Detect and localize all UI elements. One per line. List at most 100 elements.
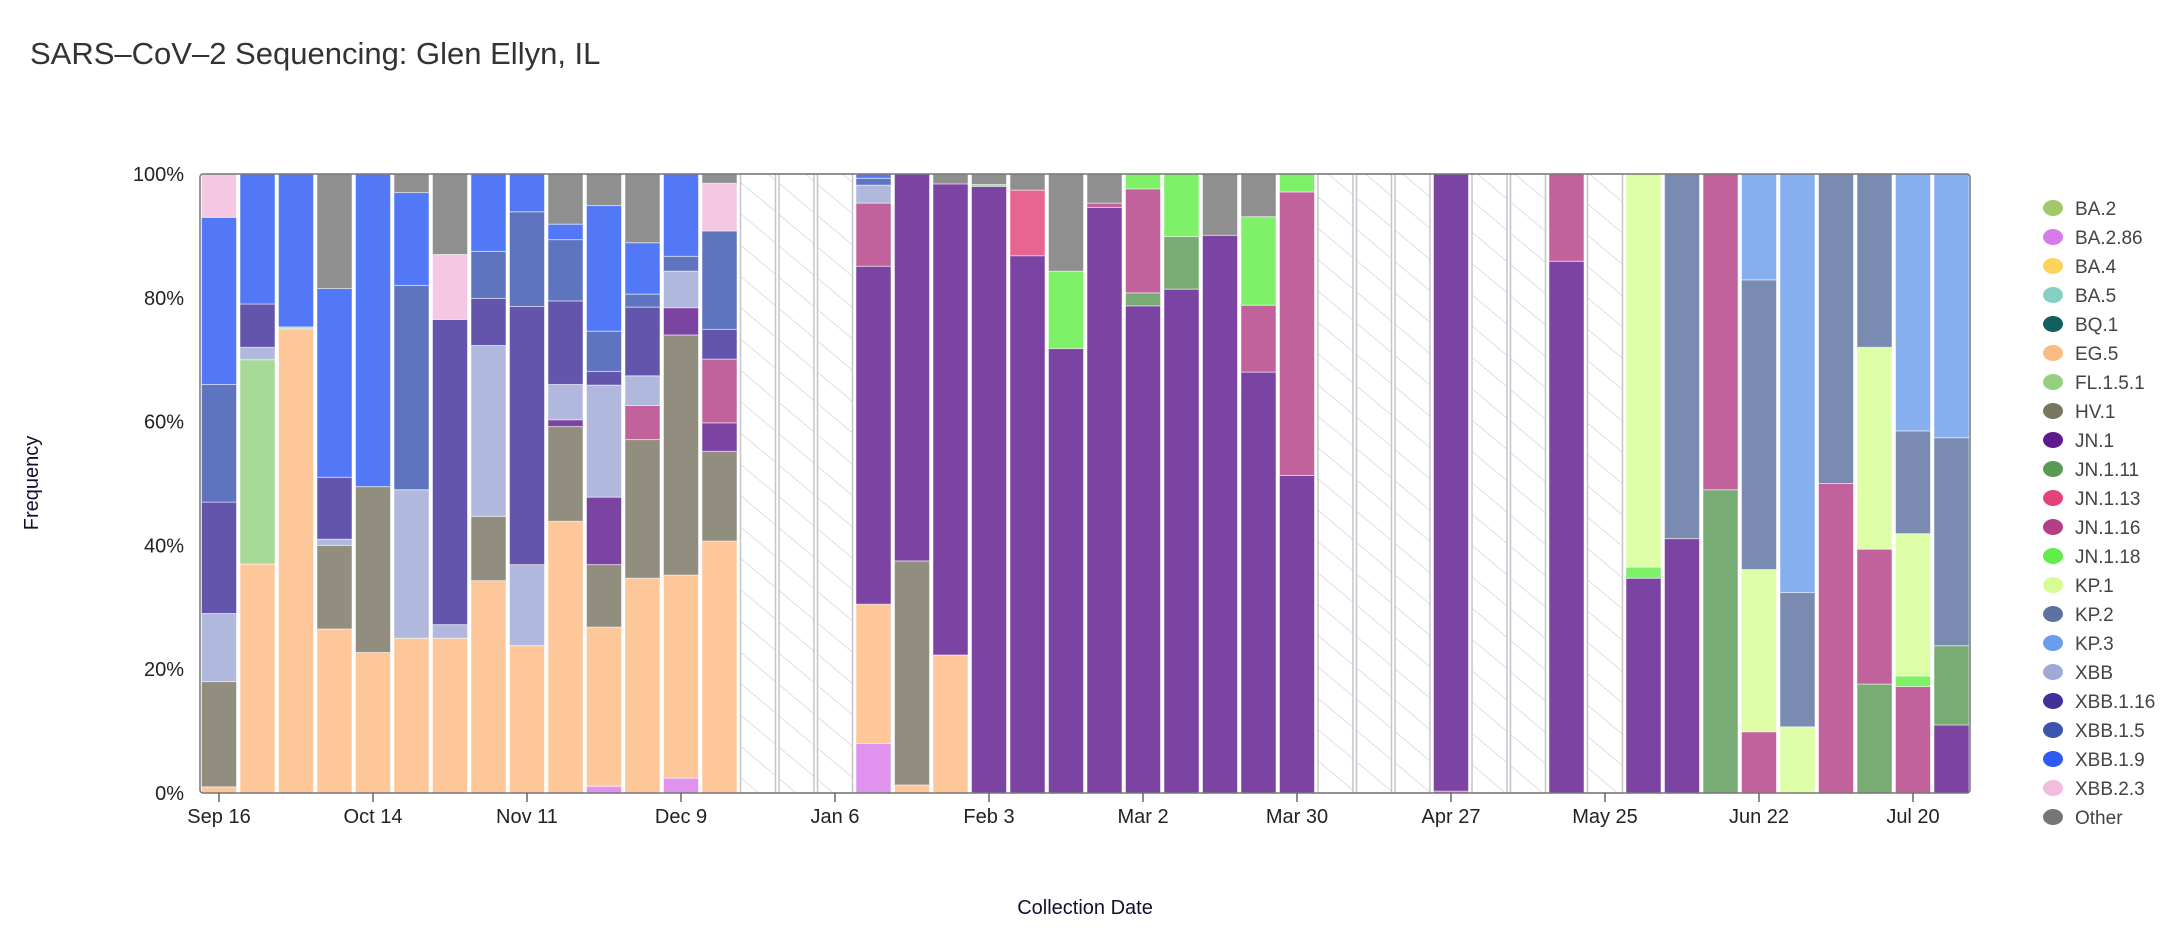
bar-segment-jn-1-16[interactable] xyxy=(1702,173,1739,491)
bar-segment-xbb-1-9[interactable] xyxy=(316,288,353,478)
bar-segment-jn-1[interactable] xyxy=(1125,305,1161,794)
bar-stack[interactable] xyxy=(1895,173,1931,794)
bar-segment-xbb-1-16[interactable] xyxy=(432,318,468,626)
bar-segment-eg-5[interactable] xyxy=(894,784,930,794)
bar-segment-xbb-1-5[interactable] xyxy=(624,293,661,308)
bar-segment-hv-1[interactable] xyxy=(316,544,353,630)
bar-segment-xbb-1-16[interactable] xyxy=(239,303,276,348)
bar-segment-jn-1[interactable] xyxy=(1933,724,1970,794)
bar-segment-xbb-1-16[interactable] xyxy=(701,328,738,360)
bar-segment-other[interactable] xyxy=(971,173,1007,186)
bar-stack[interactable] xyxy=(1009,173,1046,794)
bar-segment-xbb-1-9[interactable] xyxy=(201,216,237,385)
bar-stack[interactable] xyxy=(547,173,584,794)
bar-stack[interactable] xyxy=(1625,173,1662,794)
bar-segment-hv-1[interactable] xyxy=(201,681,237,788)
bar-stack[interactable] xyxy=(1240,173,1277,794)
bar-segment-kp-1[interactable] xyxy=(1856,346,1893,550)
bar-segment-hv-1[interactable] xyxy=(624,439,661,579)
bar-segment-jn-1[interactable] xyxy=(1664,538,1700,794)
legend-item[interactable]: BQ.1 xyxy=(2043,315,2118,336)
bar-segment-kp-3[interactable] xyxy=(1895,173,1931,432)
bar-segment-jn-1-11[interactable] xyxy=(1933,645,1970,726)
legend-item[interactable]: FL.1.5.1 xyxy=(2043,373,2145,394)
bar-segment-xbb-1-16[interactable] xyxy=(509,305,545,566)
bar-segment-hv-1[interactable] xyxy=(894,560,930,786)
bar-segment-jn-1-18[interactable] xyxy=(1895,675,1931,688)
bar-segment-jn-1[interactable] xyxy=(971,185,1007,794)
bar-segment-eg-5[interactable] xyxy=(624,577,661,794)
bar-segment-xbb[interactable] xyxy=(393,489,430,639)
legend-item[interactable]: BA.2.86 xyxy=(2043,228,2143,249)
bar-segment-xbb-1-5[interactable] xyxy=(586,330,622,372)
bar-stack[interactable] xyxy=(1433,173,1469,794)
bar-segment-eg-5[interactable] xyxy=(855,603,892,744)
bar-stack[interactable] xyxy=(1933,173,1970,794)
bar-stack[interactable] xyxy=(1202,173,1238,794)
bar-stack[interactable] xyxy=(624,173,661,794)
legend-item[interactable]: XBB.1.16 xyxy=(2043,692,2155,713)
bar-segment-xbb[interactable] xyxy=(624,375,661,407)
bar-segment-xbb-1-16[interactable] xyxy=(316,476,353,540)
bar-segment-xbb-2-3[interactable] xyxy=(432,253,468,320)
bar-segment-other[interactable] xyxy=(547,173,584,225)
legend-item[interactable]: JN.1.13 xyxy=(2043,489,2140,510)
legend-item[interactable]: KP.2 xyxy=(2043,605,2114,626)
bar-segment-jn-1-16[interactable] xyxy=(624,405,661,441)
bar-segment-xbb-1-16[interactable] xyxy=(586,370,622,386)
bar-segment-eg-5[interactable] xyxy=(316,628,353,794)
bar-segment-kp-1[interactable] xyxy=(1895,533,1931,677)
bar-segment-jn-1[interactable] xyxy=(547,419,584,428)
bar-segment-jn-1[interactable] xyxy=(1433,173,1469,792)
legend-item[interactable]: XBB.1.5 xyxy=(2043,721,2145,742)
bar-segment-eg-5[interactable] xyxy=(201,786,237,794)
bar-segment-jn-1[interactable] xyxy=(894,173,930,562)
bar-stack[interactable] xyxy=(1856,173,1893,794)
bar-segment-jn-1-16[interactable] xyxy=(1895,686,1931,794)
bar-segment-jn-1-16[interactable] xyxy=(855,202,892,267)
bar-segment-jn-1[interactable] xyxy=(932,183,969,656)
bar-segment-jn-1-11[interactable] xyxy=(1125,292,1161,307)
bar-stack[interactable] xyxy=(1548,173,1585,794)
bar-stack[interactable] xyxy=(663,173,699,794)
bar-segment-xbb[interactable] xyxy=(586,384,622,498)
bar-segment-eg-5[interactable] xyxy=(393,637,430,794)
legend-item[interactable]: XBB.1.9 xyxy=(2043,750,2145,771)
bar-segment-fl-1-5-1[interactable] xyxy=(239,359,276,565)
bar-segment-kp-2[interactable] xyxy=(1664,173,1700,540)
bar-stack[interactable] xyxy=(1779,173,1816,794)
legend-item[interactable]: JN.1 xyxy=(2043,431,2114,452)
bar-segment-kp-2[interactable] xyxy=(1933,437,1970,647)
bar-stack[interactable] xyxy=(855,173,892,794)
bar-segment-xbb-1-5[interactable] xyxy=(663,255,699,272)
bar-segment-jn-1-11[interactable] xyxy=(1702,489,1739,794)
bar-stack[interactable] xyxy=(1664,173,1700,794)
bar-segment-eg-5[interactable] xyxy=(932,654,969,794)
bar-stack[interactable] xyxy=(701,173,738,794)
bar-segment-jn-1[interactable] xyxy=(586,496,622,566)
bar-segment-xbb[interactable] xyxy=(470,344,507,517)
bar-segment-jn-1[interactable] xyxy=(1202,234,1238,794)
bar-segment-eg-5[interactable] xyxy=(239,563,276,794)
bar-stack[interactable] xyxy=(1818,173,1854,794)
bar-segment-other[interactable] xyxy=(1240,173,1277,218)
bar-stack[interactable] xyxy=(971,173,1007,794)
bar-segment-jn-1[interactable] xyxy=(1548,260,1585,794)
bar-segment-other[interactable] xyxy=(624,173,661,244)
bar-segment-xbb[interactable] xyxy=(663,270,699,309)
bar-segment-jn-1[interactable] xyxy=(1625,577,1662,794)
bar-segment-jn-1-16[interactable] xyxy=(1818,483,1854,794)
bar-segment-hv-1[interactable] xyxy=(586,564,622,628)
legend-item[interactable]: XBB.2.3 xyxy=(2043,779,2145,800)
bar-segment-jn-1[interactable] xyxy=(1086,206,1123,794)
bar-segment-hv-1[interactable] xyxy=(701,450,738,542)
bar-stack[interactable] xyxy=(932,173,969,794)
bar-segment-other[interactable] xyxy=(1086,173,1123,204)
bar-stack[interactable] xyxy=(1163,173,1200,794)
bar-segment-jn-1-18[interactable] xyxy=(1279,173,1315,193)
bar-segment-jn-1-18[interactable] xyxy=(1625,566,1662,579)
bar-segment-xbb-2-3[interactable] xyxy=(201,173,237,218)
bar-stack[interactable] xyxy=(393,173,430,794)
bar-stack[interactable] xyxy=(1048,173,1084,794)
bar-segment-ba-2-86[interactable] xyxy=(586,785,622,794)
